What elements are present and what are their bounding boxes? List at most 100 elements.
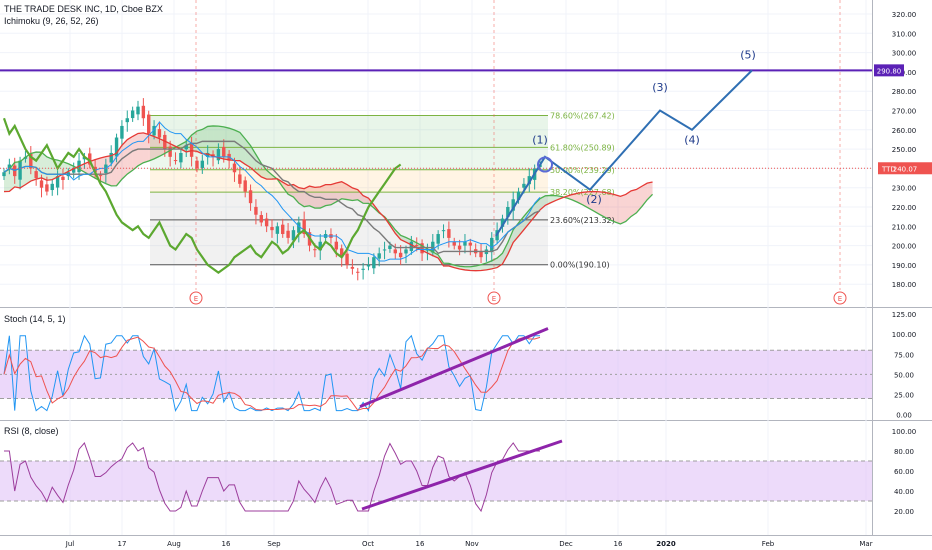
candle-body bbox=[114, 137, 119, 157]
candle-body bbox=[527, 176, 531, 185]
time-tick-label: Dec bbox=[559, 540, 573, 548]
cloud-segment bbox=[352, 187, 358, 201]
senkou-span-b bbox=[3, 132, 653, 272]
fib-zone bbox=[150, 115, 548, 148]
rsi-trendline bbox=[361, 439, 563, 511]
earnings-marker bbox=[189, 291, 203, 305]
stoch-label: Stoch (14, 5, 1) bbox=[4, 314, 66, 324]
price-tick-label: 270.00 bbox=[892, 108, 917, 116]
candle-body bbox=[2, 172, 6, 177]
fib-zone bbox=[150, 147, 548, 170]
cloud-segment bbox=[631, 189, 637, 217]
cloud-segment bbox=[62, 161, 69, 175]
candle-body bbox=[345, 253, 349, 265]
time-tick-label: 17 bbox=[118, 540, 127, 548]
candle-body bbox=[243, 180, 247, 192]
wave-annotations: (1) (2) (3) (4) (5) E E E bbox=[0, 0, 872, 305]
earnings-marker-text: E bbox=[838, 295, 842, 303]
candle-body bbox=[415, 245, 419, 247]
cloud-segment bbox=[245, 138, 251, 168]
earnings-marker bbox=[487, 291, 501, 305]
candle-body bbox=[93, 166, 97, 173]
chart-title: THE TRADE DESK INC, 1D, Cboe BZX bbox=[4, 4, 163, 14]
candle-body bbox=[350, 266, 355, 269]
candle-body bbox=[200, 160, 205, 169]
candle-body bbox=[173, 160, 178, 162]
candle-body bbox=[404, 249, 408, 254]
stoch-tick-label: 100.00 bbox=[892, 331, 917, 339]
elliott-wave-label: (4) bbox=[684, 133, 700, 146]
candle-body bbox=[500, 218, 505, 227]
price-tick-label: 310.00 bbox=[892, 30, 917, 38]
cloud-segment bbox=[432, 251, 439, 259]
candle-body bbox=[71, 168, 76, 173]
cloud-segment bbox=[239, 132, 246, 165]
candle-body bbox=[248, 190, 253, 204]
price-tick-label: 250.00 bbox=[892, 146, 917, 154]
candle-body bbox=[377, 253, 381, 259]
stoch-tick-label: 0.00 bbox=[896, 412, 912, 420]
cloud-segment bbox=[427, 248, 433, 256]
tenkan-sen bbox=[3, 121, 541, 262]
candle-body bbox=[441, 230, 446, 232]
candle-body bbox=[463, 241, 467, 246]
candle-body bbox=[179, 152, 183, 163]
fib-level-label: 78.60%(267.42) bbox=[550, 111, 615, 120]
candle-body bbox=[216, 149, 221, 161]
cloud-segment bbox=[229, 128, 235, 161]
time-tick-label: Sep bbox=[267, 540, 281, 548]
rsi-tick-label: 20.00 bbox=[894, 508, 914, 516]
candle-body bbox=[291, 230, 296, 241]
candle-body bbox=[420, 243, 424, 254]
candle-body bbox=[436, 234, 440, 244]
cloud-segment bbox=[593, 191, 599, 215]
candle-body bbox=[45, 184, 49, 192]
time-tick-label: 16 bbox=[614, 540, 623, 548]
cloud-segment bbox=[341, 181, 348, 200]
cloud-segment bbox=[615, 194, 621, 224]
candle-body bbox=[152, 125, 156, 136]
price-tick-label: 230.00 bbox=[892, 185, 917, 193]
stochastic-pane bbox=[0, 327, 872, 412]
candle-body bbox=[366, 264, 371, 267]
cloud-segment bbox=[234, 130, 240, 161]
cloud-segment bbox=[325, 184, 331, 206]
resistance-price-badge bbox=[874, 64, 904, 77]
rsi-pane bbox=[0, 439, 872, 513]
candle-body bbox=[457, 245, 462, 250]
fib-level-label: 23.60%(213.32) bbox=[550, 216, 615, 225]
rsi-tick-label: 80.00 bbox=[894, 448, 914, 456]
candle-body bbox=[506, 207, 510, 218]
last-price-text: 240.07 bbox=[893, 165, 918, 173]
candle-body bbox=[334, 241, 339, 250]
candle-body bbox=[222, 146, 226, 157]
ticker-badge-text: TTD bbox=[881, 165, 896, 173]
rsi-label: RSI (8, close) bbox=[4, 426, 59, 436]
candle-body bbox=[141, 105, 146, 119]
candle-body bbox=[313, 249, 317, 251]
cloud-segment bbox=[491, 258, 498, 269]
candle-body bbox=[511, 199, 515, 211]
elliott-wave-label: (5) bbox=[740, 48, 756, 61]
time-tick-label: Oct bbox=[362, 540, 374, 548]
time-tick-label: 16 bbox=[222, 540, 231, 548]
candle-body bbox=[372, 257, 376, 269]
rsi-tick-label: 40.00 bbox=[894, 488, 914, 496]
elliott-wave-path bbox=[495, 69, 753, 237]
cloud-segment bbox=[143, 132, 149, 163]
candle-body bbox=[264, 218, 269, 227]
time-tick-label: 2020 bbox=[656, 540, 676, 548]
candle-body bbox=[339, 248, 344, 258]
candle-body bbox=[259, 215, 263, 223]
cloud-segment bbox=[609, 193, 616, 223]
rsi-band bbox=[0, 461, 872, 501]
candle-body bbox=[29, 153, 33, 169]
price-tick-label: 300.00 bbox=[892, 50, 917, 58]
candle-body bbox=[238, 174, 242, 184]
cloud-segment bbox=[121, 139, 128, 180]
stoch-tick-label: 75.00 bbox=[894, 351, 914, 359]
senkou-span-a bbox=[3, 125, 654, 268]
candle-body bbox=[297, 222, 301, 233]
candle-body bbox=[50, 183, 54, 191]
